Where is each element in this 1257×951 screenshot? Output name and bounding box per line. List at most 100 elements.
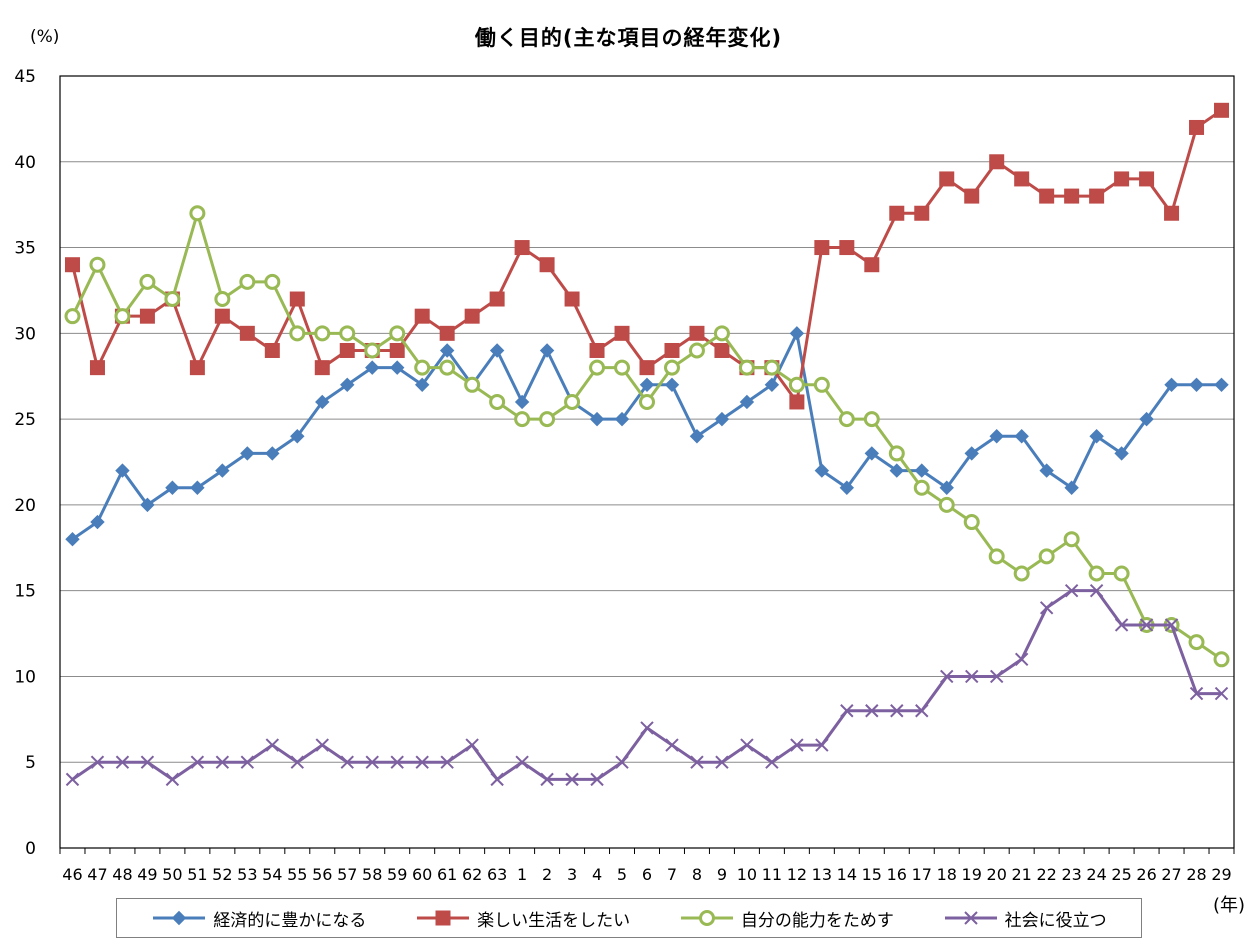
data-point bbox=[714, 411, 730, 427]
data-point bbox=[640, 721, 654, 735]
data-point bbox=[664, 342, 680, 358]
data-point bbox=[939, 171, 955, 187]
data-point bbox=[65, 531, 80, 547]
data-point bbox=[1014, 171, 1030, 187]
data-point bbox=[140, 497, 155, 513]
data-point bbox=[790, 738, 804, 752]
data-point bbox=[1164, 377, 1179, 393]
data-point bbox=[465, 738, 479, 752]
data-point bbox=[615, 755, 629, 769]
x-tick-label: 62 bbox=[462, 865, 482, 884]
data-point bbox=[1089, 188, 1105, 204]
data-point bbox=[289, 291, 305, 307]
data-point bbox=[639, 377, 655, 393]
data-point bbox=[814, 463, 830, 478]
data-point bbox=[813, 376, 830, 393]
data-point bbox=[390, 755, 404, 769]
data-point bbox=[1164, 618, 1179, 632]
data-point bbox=[264, 273, 281, 290]
x-tick-label: 47 bbox=[87, 865, 107, 884]
y-tick-label: 30 bbox=[14, 324, 36, 344]
data-point bbox=[1214, 102, 1230, 118]
data-point bbox=[89, 360, 105, 376]
data-point bbox=[340, 377, 355, 393]
data-point bbox=[540, 772, 554, 787]
data-point bbox=[1213, 651, 1230, 668]
data-point bbox=[165, 480, 180, 495]
data-point bbox=[1013, 565, 1030, 582]
data-point bbox=[314, 325, 331, 342]
x-tick-label: 63 bbox=[487, 865, 507, 884]
legend-label: 社会に役立つ bbox=[1004, 910, 1107, 931]
legend: 経済的に豊かになる 楽しい生活をしたい 自分の能力をためす 社会に役立つ bbox=[116, 898, 1142, 938]
data-point bbox=[690, 755, 704, 769]
data-point bbox=[115, 755, 130, 769]
data-point bbox=[1189, 119, 1205, 135]
data-point bbox=[665, 738, 679, 752]
data-point bbox=[439, 359, 456, 376]
series-line bbox=[71, 589, 1222, 781]
chart-title: 働く目的(主な項目の経年変化) bbox=[474, 26, 783, 50]
data-point bbox=[440, 755, 454, 769]
data-point bbox=[565, 772, 579, 787]
series-3 bbox=[64, 205, 1230, 668]
data-point bbox=[239, 273, 256, 290]
x-tick-label: 60 bbox=[412, 865, 432, 884]
data-point bbox=[1114, 171, 1130, 187]
data-point bbox=[713, 325, 730, 342]
data-point bbox=[863, 411, 880, 428]
x-tick-label: 15 bbox=[862, 865, 882, 884]
x-tick-label: 58 bbox=[362, 865, 382, 884]
data-point bbox=[189, 360, 205, 376]
data-point bbox=[389, 342, 405, 358]
data-point bbox=[64, 257, 80, 273]
data-point bbox=[589, 411, 605, 427]
y-tick-label: 25 bbox=[14, 410, 36, 430]
data-point bbox=[539, 343, 555, 358]
data-point bbox=[1189, 686, 1204, 701]
x-tick-label: 49 bbox=[137, 865, 157, 884]
x-tick-label: 59 bbox=[387, 865, 407, 884]
data-point bbox=[1188, 634, 1205, 651]
data-point bbox=[689, 325, 705, 341]
data-point bbox=[1214, 377, 1229, 393]
data-point bbox=[490, 772, 504, 787]
data-point bbox=[189, 205, 206, 222]
data-point bbox=[190, 755, 205, 769]
data-point bbox=[290, 429, 305, 444]
data-point bbox=[765, 755, 779, 769]
data-point bbox=[1014, 652, 1029, 666]
axes bbox=[59, 75, 1235, 854]
x-tick-label: 13 bbox=[812, 865, 832, 884]
x-tick-label: 6 bbox=[642, 865, 652, 884]
series-line bbox=[71, 109, 1223, 404]
data-point bbox=[415, 755, 429, 769]
x-tick-label: 11 bbox=[762, 865, 782, 884]
data-point bbox=[864, 257, 880, 273]
data-point bbox=[315, 394, 330, 410]
data-point bbox=[239, 325, 255, 341]
x-axis-unit-label: (年) bbox=[1213, 895, 1246, 916]
data-point bbox=[688, 342, 705, 359]
data-point bbox=[140, 755, 155, 769]
data-point bbox=[439, 325, 455, 341]
data-point bbox=[514, 240, 530, 256]
data-point bbox=[165, 772, 180, 787]
series-lines bbox=[64, 102, 1230, 787]
x-tick-label: 23 bbox=[1061, 865, 1081, 884]
legend-swatch bbox=[680, 910, 733, 926]
data-point bbox=[564, 393, 581, 410]
y-tick-label: 5 bbox=[25, 753, 36, 773]
x-tick-label: 27 bbox=[1161, 865, 1181, 884]
x-tick-label: 51 bbox=[187, 865, 207, 884]
data-point bbox=[489, 393, 506, 410]
legend-item: 社会に役立つ bbox=[943, 906, 1107, 931]
data-point bbox=[838, 411, 855, 428]
x-tick-label: 5 bbox=[617, 865, 627, 884]
x-tick-label: 4 bbox=[592, 865, 602, 884]
data-point bbox=[539, 257, 555, 273]
data-point bbox=[1039, 463, 1054, 478]
data-point bbox=[389, 325, 406, 342]
data-point bbox=[1189, 377, 1204, 393]
